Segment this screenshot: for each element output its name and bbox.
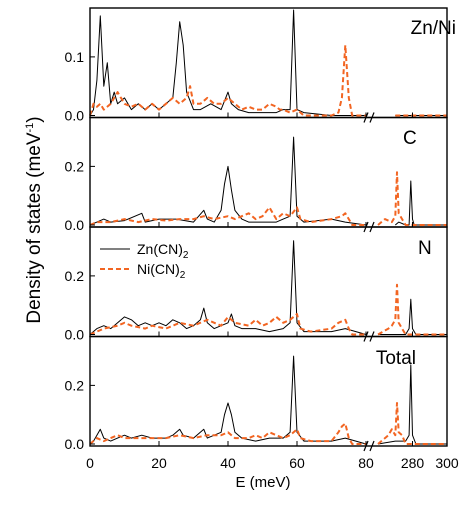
y-tick-label: 0.2 [65,377,85,393]
panel-1: 0.0 0.1 Zn/Ni [65,7,456,124]
panel-3: 0.0 0.2 N [65,226,448,343]
series-zn-line-1 [89,240,367,335]
series-ni-line-1 [89,44,366,117]
panel-4: 0.0 0.2 Total [65,335,448,452]
panel-frame [89,7,448,119]
panel-frame [89,335,448,447]
series-zn-line-2 [377,364,447,445]
series-zn-line-1 [89,136,367,226]
panel-frame [89,116,448,228]
panels-group: 0.0 0.1 Zn/Ni 0.0 0.2 C 0.0 0.2 N 0.0 0.2 Total 0 20 4… [65,7,459,471]
y-tick-label: 0.1 [65,49,85,65]
x-tick-label: 300 [435,455,459,471]
y-axis-label-superscript: -1 [24,123,36,133]
y-axis-label: Density of states (meV-1) [24,116,45,323]
x-axis-label: E (meV) [235,474,290,491]
x-tick-label: 280 [401,455,425,471]
y-tick-label: 0.0 [65,108,85,124]
series-zn-line-2 [394,180,447,226]
series-ni-line-1 [89,206,366,226]
x-tick-label: 0 [86,455,94,471]
panel-2: 0.0 0.2 C [65,116,448,233]
y-tick-label: 0.2 [65,268,85,284]
panel-label: C [403,128,417,149]
series-ni-line-1 [89,422,366,445]
y-axis-label-close: ) [24,116,45,122]
legend: Zn(CN)2Ni(CN)2 [100,241,189,281]
legend-label-zn: Zn(CN)2 [137,241,189,261]
panel-label: Zn/Ni [411,18,456,39]
axis-break-mark [369,440,375,452]
y-tick-label: 0.0 [65,217,85,233]
panel-label: N [418,238,432,259]
y-tick-label: 0.2 [65,158,85,174]
series-zn-line-1 [89,9,366,116]
series-ni-line-2 [377,171,447,226]
y-axis-label-main: Density of states (meV [24,132,45,323]
y-tick-label: 0.0 [65,327,85,343]
series-zn-line-1 [89,355,367,445]
panel-label: Total [376,348,416,369]
series-ni-line-1 [89,313,366,336]
x-tick-label: 20 [151,455,167,471]
x-tick-label: 40 [220,455,236,471]
x-tick-label: 80 [358,455,374,471]
y-tick-label: 0.0 [65,436,85,452]
x-tick-label: 60 [289,455,305,471]
series-ni-line-2 [377,283,447,336]
series-ni-line-2 [377,402,447,445]
series-zn-line-2 [378,298,447,335]
legend-label-ni: Ni(CN)2 [137,261,186,281]
axis-break-mark [363,440,369,452]
